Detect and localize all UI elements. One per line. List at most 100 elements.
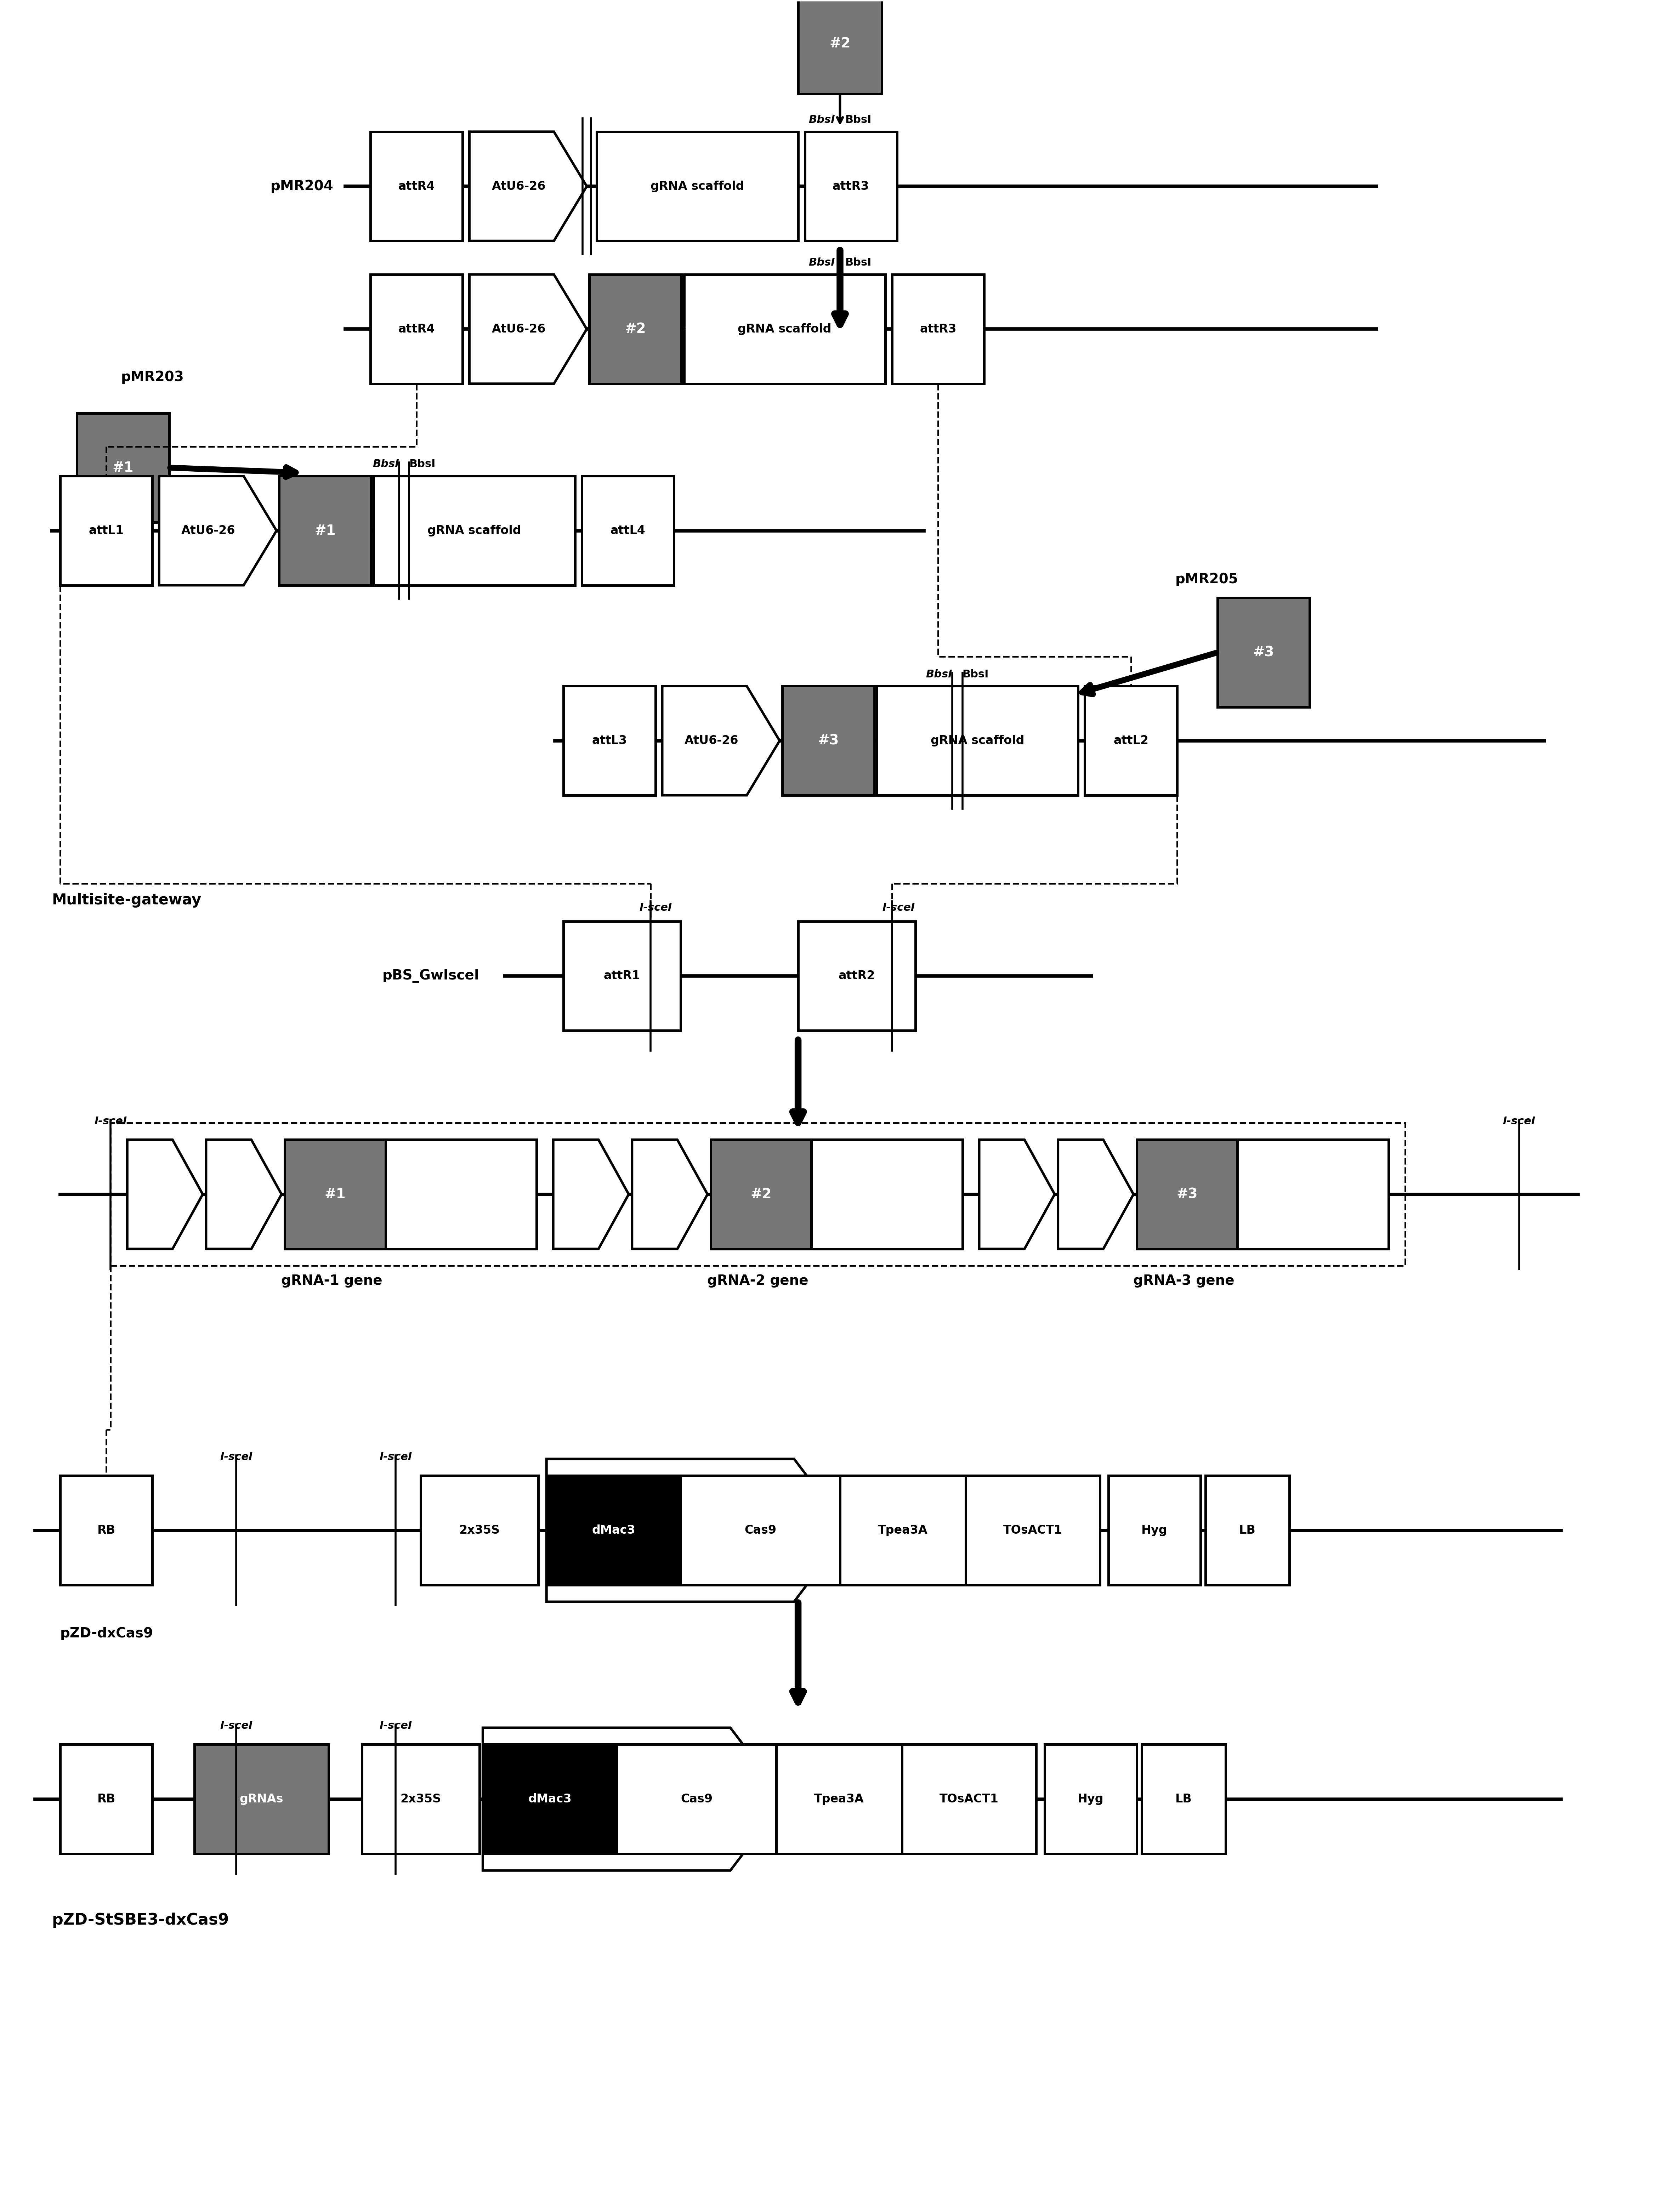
Text: attL3: attL3 <box>591 735 627 746</box>
Bar <box>1109 1476 1201 1586</box>
Text: BbsI: BbsI <box>845 114 872 125</box>
Bar <box>617 1745 776 1855</box>
Text: I-sceI: I-sceI <box>882 903 916 912</box>
Bar <box>286 1139 385 1249</box>
Text: attL1: attL1 <box>89 525 124 536</box>
Text: I-sceI: I-sceI <box>380 1452 412 1463</box>
Bar <box>798 921 916 1030</box>
Text: #1: #1 <box>314 525 336 538</box>
Text: I-sceI: I-sceI <box>94 1115 126 1126</box>
Text: BbsI: BbsI <box>408 459 435 470</box>
Polygon shape <box>128 1139 203 1249</box>
Bar <box>1218 597 1310 706</box>
Bar <box>373 477 575 586</box>
Text: AtU6-26: AtU6-26 <box>492 182 546 192</box>
Text: dMac3: dMac3 <box>591 1524 635 1535</box>
Text: BbsI: BbsI <box>845 258 872 267</box>
Text: gRNAs: gRNAs <box>240 1793 284 1804</box>
Text: TOsACT1: TOsACT1 <box>1003 1524 1062 1535</box>
Bar <box>385 1139 536 1249</box>
Bar <box>111 1122 1404 1266</box>
Bar <box>596 131 798 241</box>
Bar <box>711 1139 811 1249</box>
Bar <box>60 1745 153 1855</box>
Bar <box>363 1745 479 1855</box>
Text: LB: LB <box>1176 1793 1193 1804</box>
Text: Multisite-gateway: Multisite-gateway <box>52 892 202 908</box>
Text: gRNA-2 gene: gRNA-2 gene <box>707 1275 808 1288</box>
Polygon shape <box>979 1139 1055 1249</box>
Bar <box>1137 1139 1238 1249</box>
Text: BbsI: BbsI <box>808 258 835 267</box>
Text: I-sceI: I-sceI <box>638 903 672 912</box>
Polygon shape <box>207 1139 282 1249</box>
Bar <box>60 477 153 586</box>
Bar <box>840 1476 966 1586</box>
Text: pZD-StSBE3-dxCas9: pZD-StSBE3-dxCas9 <box>52 1911 228 1927</box>
Bar <box>892 276 984 383</box>
Text: attR4: attR4 <box>398 324 435 335</box>
Text: pMR204: pMR204 <box>270 179 334 192</box>
Polygon shape <box>662 687 780 796</box>
Bar <box>563 687 655 796</box>
Text: Tpea3A: Tpea3A <box>879 1524 927 1535</box>
Text: AtU6-26: AtU6-26 <box>492 324 546 335</box>
Text: gRNA scaffold: gRNA scaffold <box>738 324 832 335</box>
Text: gRNA-1 gene: gRNA-1 gene <box>281 1275 383 1288</box>
Bar <box>798 0 882 94</box>
Bar <box>563 921 680 1030</box>
Text: attR1: attR1 <box>603 971 640 982</box>
Polygon shape <box>1058 1139 1134 1249</box>
Bar <box>811 1139 963 1249</box>
Text: #2: #2 <box>625 321 645 337</box>
Text: BbsI: BbsI <box>808 114 835 125</box>
Text: BbsI: BbsI <box>963 669 990 680</box>
Text: Hyg: Hyg <box>1141 1524 1168 1535</box>
Text: BbsI: BbsI <box>373 459 398 470</box>
Bar <box>966 1476 1100 1586</box>
Text: gRNA scaffold: gRNA scaffold <box>650 182 744 192</box>
Text: I-sceI: I-sceI <box>220 1452 252 1463</box>
Text: TOsACT1: TOsACT1 <box>939 1793 998 1804</box>
Bar <box>1238 1139 1388 1249</box>
Bar <box>680 1476 840 1586</box>
Text: #2: #2 <box>830 37 850 50</box>
Bar <box>279 477 371 586</box>
Text: gRNA scaffold: gRNA scaffold <box>931 735 1025 746</box>
Text: Cas9: Cas9 <box>680 1793 712 1804</box>
Bar <box>877 687 1079 796</box>
Polygon shape <box>632 1139 707 1249</box>
Bar <box>776 1745 902 1855</box>
Bar <box>482 1745 617 1855</box>
Bar <box>1206 1476 1290 1586</box>
Text: I-sceI: I-sceI <box>380 1721 412 1732</box>
Text: AtU6-26: AtU6-26 <box>181 525 235 536</box>
Bar <box>1045 1745 1137 1855</box>
Bar <box>370 276 462 383</box>
Text: pBS_GwIsceI: pBS_GwIsceI <box>383 969 479 982</box>
Text: dMac3: dMac3 <box>528 1793 571 1804</box>
Text: Tpea3A: Tpea3A <box>815 1793 864 1804</box>
Polygon shape <box>469 131 586 241</box>
Text: 2x35S: 2x35S <box>459 1524 501 1535</box>
Bar <box>1085 687 1178 796</box>
Text: gRNA-3 gene: gRNA-3 gene <box>1134 1275 1235 1288</box>
Text: attR3: attR3 <box>833 182 869 192</box>
Text: #3: #3 <box>1253 645 1273 658</box>
Text: attL4: attL4 <box>610 525 645 536</box>
Bar <box>684 276 885 383</box>
Polygon shape <box>160 477 277 586</box>
Text: RB: RB <box>97 1524 116 1535</box>
Bar <box>77 413 170 523</box>
Text: I-sceI: I-sceI <box>220 1721 252 1732</box>
Bar <box>420 1476 538 1586</box>
Bar <box>546 1476 680 1586</box>
Text: I-sceI: I-sceI <box>1504 1115 1536 1126</box>
Text: Hyg: Hyg <box>1077 1793 1104 1804</box>
Bar <box>60 1476 153 1586</box>
Text: AtU6-26: AtU6-26 <box>684 735 739 746</box>
Text: #1: #1 <box>113 461 134 475</box>
Bar <box>902 1745 1037 1855</box>
Text: #3: #3 <box>818 735 838 748</box>
Text: attL2: attL2 <box>1114 735 1149 746</box>
